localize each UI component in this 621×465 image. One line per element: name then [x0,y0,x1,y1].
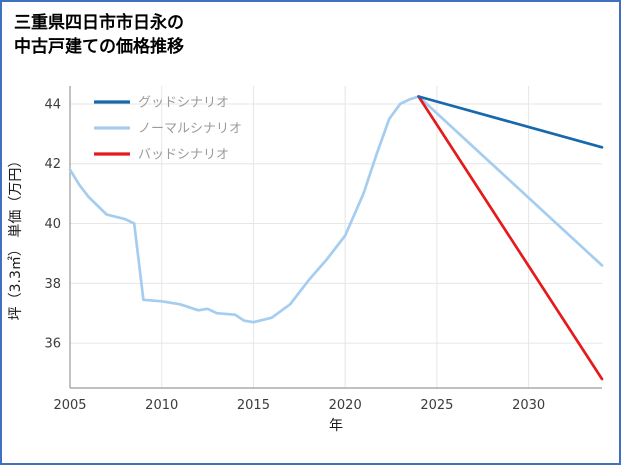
y-tick-label: 36 [44,336,61,351]
x-tick-label: 2025 [420,398,453,413]
y-tick-label: 38 [44,276,61,291]
legend-label: バッドシナリオ [138,147,229,162]
y-tick-label: 42 [44,157,61,172]
series-line-グッドシナリオ [417,94,604,149]
series-line-ノーマルシナリオ [68,94,604,324]
legend-label: ノーマルシナリオ [138,121,242,136]
x-tick-label: 2020 [329,398,362,413]
y-axis-label: 坪（3.3㎡） 単価（万円） [8,153,24,320]
x-tick-label: 2010 [145,398,178,413]
x-axis-label: 年 [329,418,343,434]
x-tick-label: 2005 [53,398,86,413]
y-tick-label: 44 [44,97,61,112]
price-trend-chart: 2005 2010 2015 2020 2025 2030 36 38 40 42 44 グッドシナリ… [2,68,619,440]
legend-label: グッドシナリオ [138,95,229,110]
page-title: 三重県四日市市日永の 中古戸建ての価格推移 [2,2,619,60]
y-tick-label: 40 [44,217,61,232]
page-title-line2: 中古戸建ての価格推移 [14,36,184,57]
chart-svg: 2005 2010 2015 2020 2025 2030 36 38 40 42 44 グッドシナリ… [8,85,604,434]
x-tick-label: 2015 [237,398,270,413]
series-line-バッドシナリオ [417,94,604,380]
chart-dynamic-layer: 2005 2010 2015 2020 2025 2030 36 38 40 42 44 グッドシナリ… [44,85,604,413]
x-tick-label: 2030 [512,398,545,413]
page-title-line1: 三重県四日市市日永の [14,13,184,33]
